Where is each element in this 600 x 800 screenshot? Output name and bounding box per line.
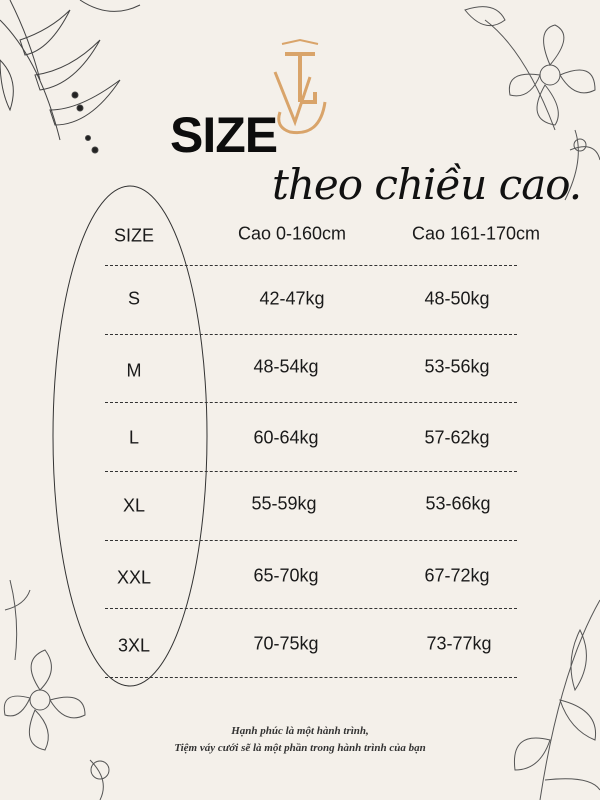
divider — [105, 677, 517, 678]
divider — [105, 608, 517, 609]
divider — [105, 540, 517, 541]
weight-cell: 67-72kg — [424, 565, 490, 586]
weight-cell: 42-47kg — [259, 288, 325, 309]
header-height-0-160: Cao 0-160cm — [237, 223, 347, 244]
floral-decoration-bottom-right — [513, 599, 600, 800]
footer-line-2: Tiệm váy cưới sẽ là một phần trong hành … — [174, 742, 426, 754]
weight-cell: 53-56kg — [424, 356, 490, 377]
weight-cell: 53-66kg — [425, 493, 491, 514]
weight-cell: 65-70kg — [253, 565, 319, 586]
weight-cell: 48-50kg — [424, 288, 490, 309]
size-cell: L — [128, 427, 140, 448]
size-cell: S — [127, 288, 141, 309]
divider — [105, 265, 517, 266]
floral-decoration-bottom-left — [3, 580, 110, 800]
brand-logo — [273, 38, 327, 135]
footer-line-1: Hạnh phúc là một hành trình, — [231, 725, 369, 737]
size-cell: M — [126, 360, 142, 381]
floral-decoration-top-left — [0, 0, 141, 154]
weight-cell: 48-54kg — [253, 356, 319, 377]
size-cell: XXL — [116, 567, 152, 588]
footer-quote: Hạnh phúc là một hành trình, Tiệm váy cư… — [0, 723, 600, 757]
divider — [105, 402, 517, 403]
page-subtitle: theo chiều cao. — [272, 160, 582, 209]
header-height-161-170: Cao 161-170cm — [411, 223, 541, 244]
size-cell: 3XL — [117, 635, 151, 656]
weight-cell: 57-62kg — [424, 427, 490, 448]
page-title: SIZE — [170, 107, 278, 163]
divider — [105, 471, 517, 472]
size-cell: XL — [122, 495, 146, 516]
weight-cell: 55-59kg — [251, 493, 317, 514]
weight-cell: 73-77kg — [426, 633, 492, 654]
divider — [105, 334, 517, 335]
header-size: SIZE — [113, 225, 155, 246]
weight-cell: 60-64kg — [253, 427, 319, 448]
weight-cell: 70-75kg — [253, 633, 319, 654]
